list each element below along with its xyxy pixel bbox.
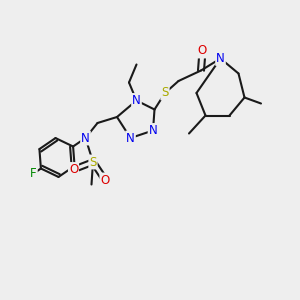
Text: N: N xyxy=(148,124,158,137)
Text: O: O xyxy=(69,163,78,176)
Text: O: O xyxy=(100,173,109,187)
Text: O: O xyxy=(198,44,207,58)
Text: S: S xyxy=(161,86,169,100)
Text: F: F xyxy=(30,167,37,180)
Text: N: N xyxy=(132,94,141,107)
Text: N: N xyxy=(126,131,135,145)
Text: N: N xyxy=(81,131,90,145)
Text: N: N xyxy=(216,52,225,65)
Text: S: S xyxy=(89,155,97,169)
